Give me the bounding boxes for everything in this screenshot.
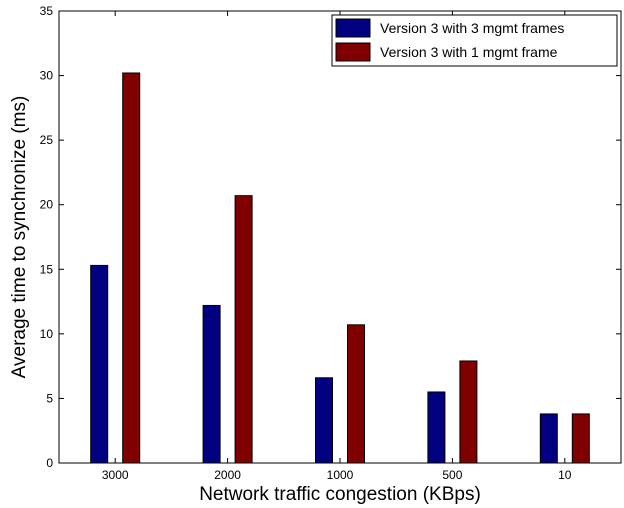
legend-swatch-series-2 bbox=[335, 42, 371, 62]
y-tick-label: 30 bbox=[40, 69, 54, 83]
legend-label-series-2: Version 3 with 1 mgmt frame bbox=[380, 44, 558, 60]
plot-area bbox=[58, 10, 622, 464]
bar-series-1-10 bbox=[539, 413, 558, 464]
y-tick-label: 20 bbox=[40, 198, 54, 212]
y-tick-label: 25 bbox=[40, 133, 54, 147]
bar-series-1-500 bbox=[427, 391, 446, 464]
bar-series-2-2000 bbox=[234, 195, 253, 464]
bar-series-2-10 bbox=[571, 413, 590, 464]
legend: Version 3 with 3 mgmt frames Version 3 w… bbox=[331, 14, 618, 67]
y-tick-label: 10 bbox=[40, 327, 54, 341]
y-axis-title: Average time to synchronize (ms) bbox=[9, 96, 30, 379]
bar-series-2-1000 bbox=[347, 324, 365, 464]
x-tick-label: 500 bbox=[442, 468, 462, 482]
y-tick-label: 0 bbox=[46, 456, 53, 470]
x-tick-label: 10 bbox=[558, 468, 572, 482]
x-tick-label: 1000 bbox=[327, 468, 354, 482]
x-axis-title: Network traffic congestion (KBps) bbox=[199, 484, 481, 505]
y-axis-ticks: 0 5 10 15 20 25 30 35 bbox=[40, 4, 621, 470]
bar-series-2-3000 bbox=[122, 72, 141, 464]
legend-label-series-1: Version 3 with 3 mgmt frames bbox=[380, 20, 564, 36]
y-tick-label: 5 bbox=[46, 391, 53, 405]
bar-series-1-2000 bbox=[202, 304, 221, 464]
x-tick-label: 3000 bbox=[102, 468, 129, 482]
bar-series bbox=[90, 72, 590, 464]
legend-box bbox=[331, 14, 618, 67]
bar-series-2-500 bbox=[459, 360, 478, 464]
bar-series-1-1000 bbox=[315, 377, 333, 464]
legend-swatch-series-1 bbox=[335, 18, 371, 38]
x-axis-ticks: 3000 2000 1000 500 10 bbox=[102, 11, 572, 482]
y-tick-label: 15 bbox=[40, 262, 54, 276]
bar-series-1-3000 bbox=[90, 264, 109, 464]
x-tick-label: 2000 bbox=[214, 468, 241, 482]
y-tick-label: 35 bbox=[40, 4, 54, 18]
